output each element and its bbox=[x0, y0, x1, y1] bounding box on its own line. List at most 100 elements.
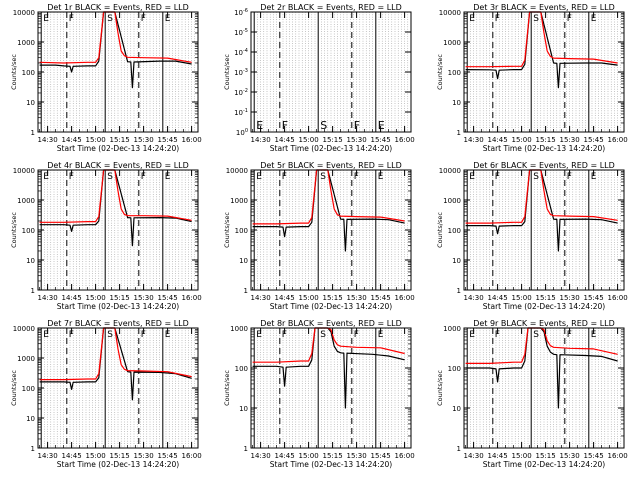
plot-frame bbox=[250, 11, 412, 133]
panel-title: Det 6r BLACK = Events, RED = LLD bbox=[473, 161, 615, 170]
x-tick-label: 14:45 bbox=[62, 136, 82, 144]
marker-label: E bbox=[165, 330, 171, 340]
marker-label: E bbox=[469, 14, 475, 24]
series-events bbox=[465, 327, 618, 409]
x-tick-label: 15:00 bbox=[299, 136, 319, 144]
y-tick-label: 100 bbox=[22, 227, 35, 235]
x-tick-label: 14:45 bbox=[62, 294, 82, 302]
x-axis-label: Start Time (02-Dec-13 14:24:20) bbox=[483, 302, 605, 311]
marker-label: F bbox=[567, 172, 572, 182]
x-tick-label: 14:30 bbox=[464, 136, 484, 144]
y-tick-label: 10 bbox=[452, 257, 461, 265]
x-tick-label: 15:15 bbox=[110, 294, 130, 302]
marker-label: S bbox=[320, 172, 326, 182]
y-tick-label: 10-3 bbox=[234, 68, 248, 77]
plot-frame bbox=[463, 11, 625, 133]
marker-label: F bbox=[567, 14, 572, 24]
x-tick-label: 16:00 bbox=[182, 136, 202, 144]
x-axis-label: Start Time (02-Dec-13 14:24:20) bbox=[270, 460, 392, 469]
y-axis-label: Counts/sec bbox=[436, 54, 444, 90]
y-tick-label: 10000 bbox=[226, 167, 248, 175]
x-tick-label: 14:30 bbox=[251, 136, 271, 144]
x-tick-label: 15:30 bbox=[560, 452, 580, 460]
plot-frame bbox=[37, 11, 199, 133]
x-tick-label: 16:00 bbox=[182, 294, 202, 302]
marker-label: F bbox=[69, 172, 74, 182]
y-tick-label: 1000 bbox=[443, 325, 461, 333]
y-tick-label: 10 bbox=[26, 257, 35, 265]
marker-label: F bbox=[282, 330, 287, 340]
x-tick-label: 15:30 bbox=[560, 294, 580, 302]
x-tick-label: 14:30 bbox=[251, 294, 271, 302]
x-tick-label: 16:00 bbox=[395, 136, 415, 144]
x-axis-label: Start Time (02-Dec-13 14:24:20) bbox=[483, 460, 605, 469]
y-tick-label: 10000 bbox=[13, 325, 35, 333]
x-tick-label: 15:30 bbox=[347, 452, 367, 460]
panel-title: Det 9r BLACK = Events, RED = LLD bbox=[473, 319, 615, 328]
marker-label: F bbox=[141, 14, 146, 24]
y-tick-label: 10000 bbox=[439, 167, 461, 175]
panel-title: Det 4r BLACK = Events, RED = LLD bbox=[47, 161, 189, 170]
x-tick-label: 15:15 bbox=[323, 136, 343, 144]
y-axis-label: Counts/sec bbox=[10, 370, 18, 406]
x-tick-label: 15:00 bbox=[299, 294, 319, 302]
detector-panel-5: Det 5r BLACK = Events, RED = LLD E F S F E 1 10… bbox=[223, 161, 415, 311]
marker-label: E bbox=[256, 119, 263, 132]
x-tick-label: 16:00 bbox=[608, 452, 628, 460]
marker-label: E bbox=[378, 330, 384, 340]
x-tick-label: 14:30 bbox=[464, 294, 484, 302]
y-tick-label: 10 bbox=[26, 99, 35, 107]
x-tick-label: 15:30 bbox=[560, 136, 580, 144]
marker-label: F bbox=[69, 14, 74, 24]
y-axis-label: Counts/sec bbox=[436, 370, 444, 406]
y-tick-label: 100 bbox=[22, 385, 35, 393]
marker-label: F bbox=[69, 330, 74, 340]
y-axis-label: Counts/sec bbox=[223, 212, 231, 248]
y-tick-label: 100 bbox=[448, 227, 461, 235]
x-tick-label: 15:30 bbox=[347, 136, 367, 144]
y-tick-label: 10-1 bbox=[234, 108, 248, 117]
y-tick-label: 100 bbox=[22, 69, 35, 77]
x-tick-label: 15:15 bbox=[110, 452, 130, 460]
x-tick-label: 14:45 bbox=[488, 136, 508, 144]
x-axis-label: Start Time (02-Dec-13 14:24:20) bbox=[57, 302, 179, 311]
x-tick-label: 15:45 bbox=[584, 294, 604, 302]
y-tick-label: 100 bbox=[235, 365, 248, 373]
marker-label: F bbox=[354, 172, 359, 182]
y-axis-label: Counts/sec bbox=[223, 370, 231, 406]
x-tick-label: 15:15 bbox=[323, 294, 343, 302]
y-tick-label: 10 bbox=[239, 257, 248, 265]
x-tick-label: 15:00 bbox=[299, 452, 319, 460]
y-tick-label: 1000 bbox=[17, 197, 35, 205]
y-tick-label: 10000 bbox=[13, 167, 35, 175]
y-axis-label: Counts/sec bbox=[10, 212, 18, 248]
y-tick-label: 1000 bbox=[230, 325, 248, 333]
y-tick-label: 1000 bbox=[17, 355, 35, 363]
y-tick-label: 1 bbox=[31, 287, 35, 295]
marker-label: F bbox=[354, 330, 359, 340]
x-tick-label: 15:00 bbox=[512, 452, 532, 460]
y-tick-label: 1000 bbox=[230, 197, 248, 205]
y-tick-label: 1000 bbox=[443, 197, 461, 205]
x-tick-label: 15:15 bbox=[110, 136, 130, 144]
marker-label: E bbox=[378, 119, 385, 132]
marker-label: E bbox=[43, 172, 49, 182]
detector-panel-6: Det 6r BLACK = Events, RED = LLD E F S F E 1 10… bbox=[436, 161, 628, 311]
x-tick-label: 15:30 bbox=[134, 136, 154, 144]
y-tick-label: 1 bbox=[244, 445, 248, 453]
y-tick-label: 10 bbox=[26, 415, 35, 423]
marker-label: F bbox=[282, 119, 288, 132]
panel-title: Det 8r BLACK = Events, RED = LLD bbox=[260, 319, 402, 328]
plot-frame bbox=[463, 327, 625, 449]
x-tick-label: 14:30 bbox=[38, 294, 58, 302]
x-tick-label: 16:00 bbox=[395, 294, 415, 302]
x-tick-label: 15:30 bbox=[347, 294, 367, 302]
x-tick-label: 16:00 bbox=[395, 452, 415, 460]
x-tick-label: 15:15 bbox=[536, 136, 556, 144]
y-tick-label: 100 bbox=[235, 227, 248, 235]
detector-panel-3: Det 3r BLACK = Events, RED = LLD E F S F E 1 10… bbox=[436, 3, 628, 153]
x-tick-label: 14:45 bbox=[62, 452, 82, 460]
y-tick-label: 1000 bbox=[17, 39, 35, 47]
marker-label: S bbox=[533, 172, 539, 182]
